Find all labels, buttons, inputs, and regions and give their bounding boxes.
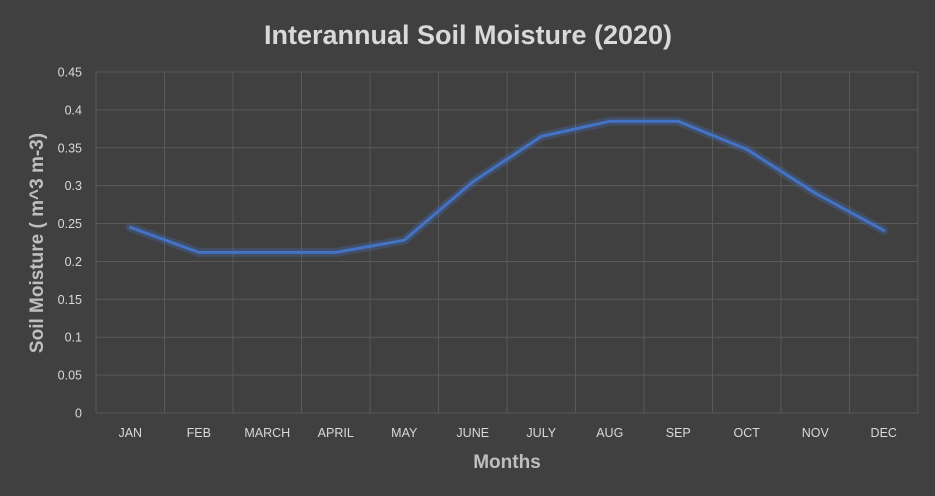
y-tick-label: 0.05 <box>58 369 82 383</box>
x-tick-label: JULY <box>526 426 556 440</box>
y-tick-label: 0.15 <box>58 293 82 307</box>
x-tick-label: MAY <box>391 426 418 440</box>
y-tick-label: 0.25 <box>58 217 82 231</box>
x-tick-label: JAN <box>118 426 142 440</box>
y-tick-label: 0.2 <box>65 255 82 269</box>
x-tick-label: AUG <box>596 426 623 440</box>
chart-title: Interannual Soil Moisture (2020) <box>264 20 672 50</box>
series-line <box>128 119 886 254</box>
y-tick-label: 0.45 <box>58 66 82 80</box>
x-tick-label: NOV <box>802 426 830 440</box>
x-tick-label: APRIL <box>318 426 354 440</box>
gridlines <box>95 71 919 414</box>
y-tick-label: 0.4 <box>65 103 82 117</box>
x-tick-label: JUNE <box>456 426 489 440</box>
x-tick-label: SEP <box>666 426 691 440</box>
x-axis-ticks: JAN FEB MARCH APRIL MAY JUNE JULY AUG SEP OCT NOV D… <box>118 426 897 440</box>
y-tick-label: 0.1 <box>65 331 82 345</box>
y-tick-label: 0 <box>75 407 82 421</box>
y-axis-title: Soil Moisture ( m^3 m-3) <box>27 133 48 353</box>
x-tick-label: OCT <box>734 426 761 440</box>
x-tick-label: FEB <box>187 426 211 440</box>
y-tick-label: 0.3 <box>65 179 82 193</box>
y-axis-ticks: 0 0.05 0.1 0.15 0.2 0.25 0.3 0.35 0.4 0.45 <box>58 66 82 421</box>
x-tick-label: MARCH <box>244 426 290 440</box>
x-tick-label: DEC <box>871 426 897 440</box>
series-group <box>125 116 889 257</box>
x-axis-title: Months <box>473 452 541 473</box>
y-tick-label: 0.35 <box>58 141 82 155</box>
